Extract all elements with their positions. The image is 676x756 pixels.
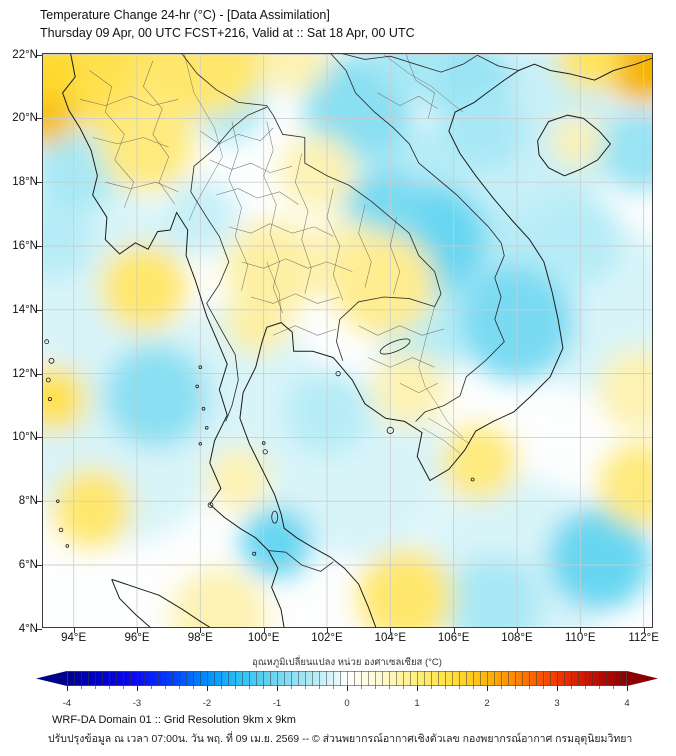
colorbar — [36, 671, 658, 686]
x-tick-label: 96°E — [124, 632, 150, 644]
y-tick-mark — [37, 564, 42, 566]
colorbar-tick-label: -3 — [132, 698, 142, 709]
footer-update-info: ปรับปรุงข้อมูล ณ เวลา 07:00น. วัน พฤ. ที… — [48, 733, 633, 745]
x-tick-mark — [580, 628, 582, 633]
y-tick-mark — [37, 373, 42, 375]
colorbar-left-arrow — [36, 671, 67, 686]
x-tick-label: 94°E — [61, 632, 87, 644]
colorbar-major-tick — [417, 686, 418, 691]
y-tick-mark — [37, 182, 42, 184]
x-tick-label: 106°E — [437, 632, 470, 644]
colorbar-ticks — [36, 686, 658, 692]
x-tick-label: 110°E — [564, 632, 596, 644]
x-tick-label: 108°E — [501, 632, 533, 644]
x-tick-mark — [263, 628, 265, 633]
colorbar-segments — [67, 671, 627, 686]
colorbar-right-arrow — [627, 671, 658, 686]
y-tick-label: 18°N — [12, 176, 38, 189]
figure-subtitle: Thursday 09 Apr, 00 UTC FCST+216, Valid … — [40, 26, 415, 40]
y-tick-label: 8°N — [18, 495, 38, 508]
x-tick-label: 102°E — [311, 632, 343, 644]
y-tick-label: 22°N — [12, 48, 38, 61]
footer-domain-info: WRF-DA Domain 01 :: Grid Resolution 9km … — [52, 714, 296, 726]
y-tick-mark — [37, 628, 42, 630]
colorbar-tick-label: 4 — [624, 698, 630, 709]
y-tick-mark — [37, 118, 42, 120]
colorbar-tick-label: 3 — [554, 698, 560, 709]
x-tick-mark — [643, 628, 645, 633]
x-tick-label: 100°E — [247, 632, 280, 644]
colorbar-block: อุณหภูมิเปลี่ยนแปลง หน่วย องศาเซลเซียส (… — [36, 656, 658, 709]
y-tick-mark — [37, 309, 42, 311]
y-tick-label: 20°N — [12, 112, 38, 125]
map-canvas — [42, 53, 653, 628]
x-tick-mark — [200, 628, 202, 633]
y-tick-label: 12°N — [12, 367, 38, 380]
x-tick-mark — [453, 628, 455, 633]
colorbar-major-tick — [347, 686, 348, 691]
colorbar-major-tick — [67, 686, 68, 691]
y-tick-mark — [37, 501, 42, 503]
y-tick-mark — [37, 437, 42, 439]
colorbar-tick-label: -2 — [202, 698, 212, 709]
y-tick-label: 6°N — [18, 558, 38, 571]
x-tick-mark — [136, 628, 138, 633]
y-tick-mark — [37, 54, 42, 56]
colorbar-tick-label: -1 — [272, 698, 282, 709]
colorbar-tick-label: -4 — [62, 698, 72, 709]
y-tick-label: 16°N — [12, 239, 38, 252]
figure-title: Temperature Change 24-hr (°C) - [Data As… — [40, 8, 330, 22]
colorbar-major-tick — [627, 686, 628, 691]
y-tick-label: 10°N — [12, 431, 38, 444]
x-tick-mark — [73, 628, 75, 633]
colorbar-major-tick — [487, 686, 488, 691]
y-tick-label: 4°N — [18, 622, 38, 635]
colorbar-tick-label: 2 — [484, 698, 490, 709]
colorbar-tick-label: 1 — [414, 698, 420, 709]
x-tick-label: 98°E — [187, 632, 213, 644]
colorbar-major-tick — [277, 686, 278, 691]
colorbar-tick-label: 0 — [344, 698, 350, 709]
y-tick-mark — [37, 245, 42, 247]
colorbar-major-tick — [137, 686, 138, 691]
colorbar-major-tick — [557, 686, 558, 691]
x-tick-label: 112°E — [628, 632, 659, 644]
y-tick-label: 14°N — [12, 303, 38, 316]
colorbar-tick-labels: -4 -3 -2 -1 0 1 2 3 4 — [36, 692, 658, 709]
x-tick-label: 104°E — [374, 632, 407, 644]
x-tick-mark — [516, 628, 518, 633]
map-plot — [42, 53, 653, 628]
x-tick-mark — [390, 628, 392, 633]
x-tick-mark — [326, 628, 328, 633]
colorbar-major-tick — [207, 686, 208, 691]
colorbar-label: อุณหภูมิเปลี่ยนแปลง หน่วย องศาเซลเซียส (… — [252, 657, 442, 668]
